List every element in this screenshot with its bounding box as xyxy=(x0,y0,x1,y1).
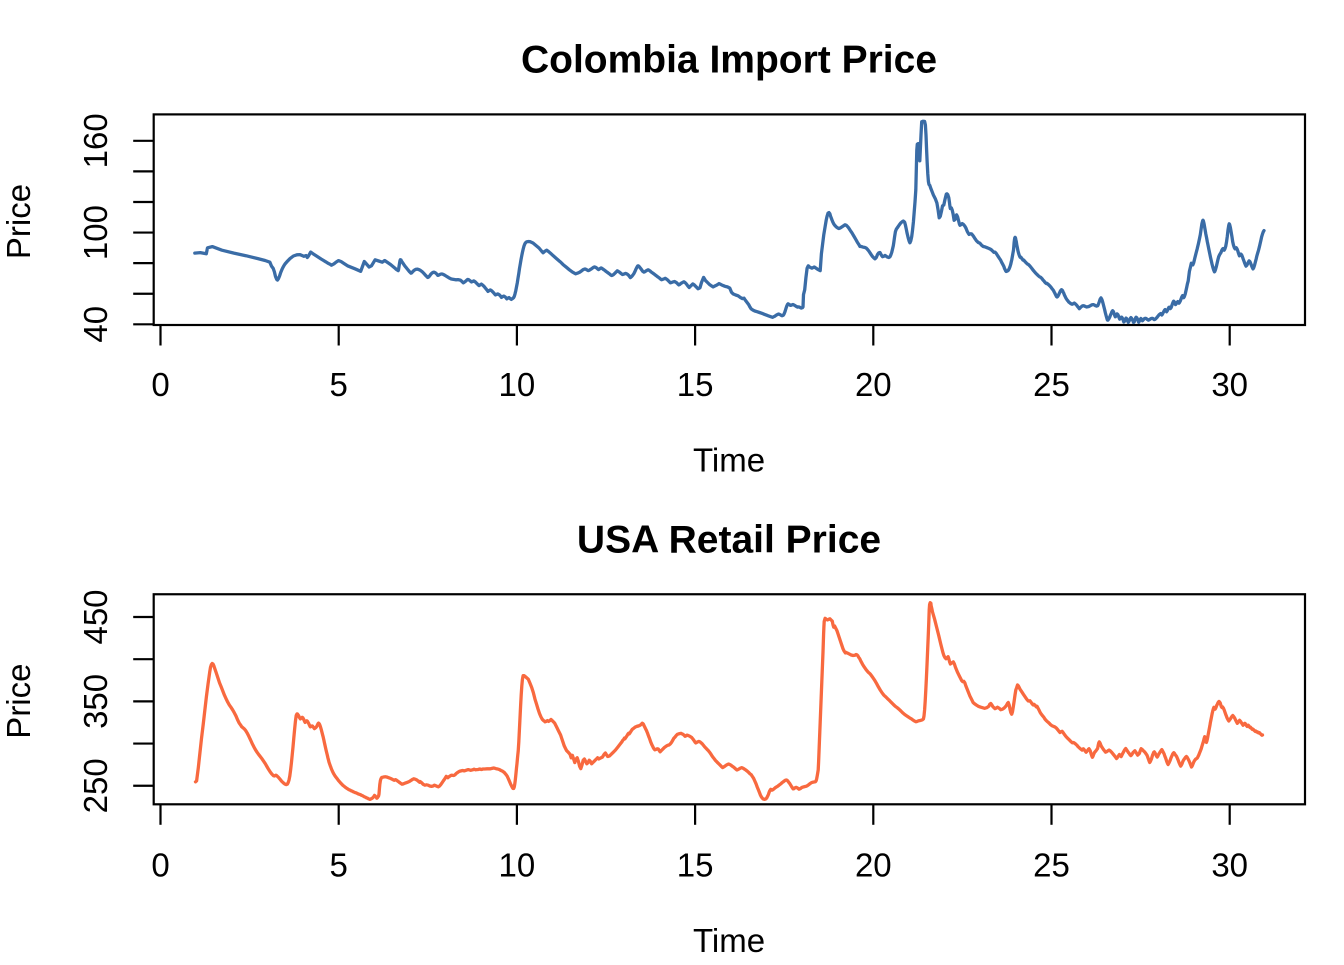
svg-text:250: 250 xyxy=(77,758,114,813)
svg-text:0: 0 xyxy=(151,846,169,883)
svg-text:Price: Price xyxy=(0,184,37,259)
svg-text:Time: Time xyxy=(693,442,765,479)
svg-text:Price: Price xyxy=(0,664,37,739)
svg-text:25: 25 xyxy=(1033,846,1070,883)
svg-text:USA Retail Price: USA Retail Price xyxy=(577,519,881,562)
svg-text:Colombia Import Price: Colombia Import Price xyxy=(521,39,937,82)
svg-text:5: 5 xyxy=(330,366,348,403)
svg-text:40: 40 xyxy=(77,306,114,343)
svg-text:Time: Time xyxy=(693,922,765,959)
svg-text:15: 15 xyxy=(677,846,714,883)
svg-text:160: 160 xyxy=(77,113,114,168)
svg-text:15: 15 xyxy=(677,366,714,403)
svg-text:10: 10 xyxy=(499,846,536,883)
svg-text:30: 30 xyxy=(1211,366,1248,403)
svg-text:5: 5 xyxy=(330,846,348,883)
svg-text:0: 0 xyxy=(151,366,169,403)
svg-text:450: 450 xyxy=(77,589,114,644)
svg-text:100: 100 xyxy=(77,205,114,260)
svg-text:20: 20 xyxy=(855,846,892,883)
svg-text:30: 30 xyxy=(1211,846,1248,883)
svg-text:25: 25 xyxy=(1033,366,1070,403)
svg-text:20: 20 xyxy=(855,366,892,403)
svg-text:350: 350 xyxy=(77,674,114,729)
svg-text:10: 10 xyxy=(499,366,536,403)
